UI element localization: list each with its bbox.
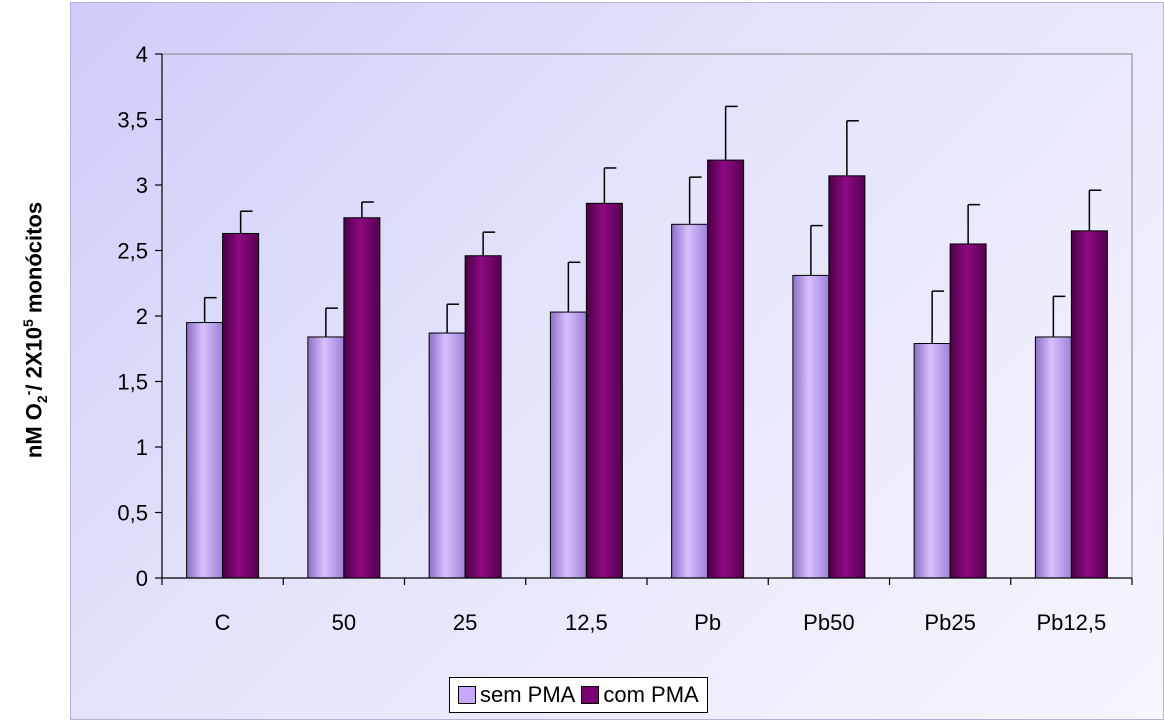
bar-com-pma-3 — [585, 202, 623, 579]
bar-com-pma-1 — [343, 217, 381, 579]
bar-com-pma-5 — [828, 175, 866, 579]
bar-com-pma-6 — [949, 243, 987, 579]
legend: sem PMA com PMA — [449, 677, 708, 713]
bar-com-pma-0 — [222, 232, 260, 579]
bar-sem-pma-1 — [307, 336, 345, 579]
bar-sem-pma-3 — [549, 311, 587, 579]
y-tick-label-3: 1,5 — [117, 370, 148, 395]
x-tick-label-2: 25 — [453, 610, 477, 635]
legend-swatch-com-pma — [581, 686, 600, 704]
bar-com-pma-7 — [1070, 230, 1108, 579]
bar-com-pma-2 — [464, 255, 502, 579]
legend-label-com-pma: com PMA — [603, 682, 699, 707]
x-tick-label-5: Pb50 — [803, 610, 854, 635]
y-tick-label-6: 3 — [136, 173, 148, 198]
legend-item-com-pma: com PMA — [581, 682, 699, 708]
y-tick-label-7: 3,5 — [117, 108, 148, 133]
legend-swatch-sem-pma — [458, 686, 476, 704]
y-tick-label-4: 2 — [136, 304, 148, 329]
legend-item-sem-pma: sem PMA — [458, 682, 575, 708]
y-tick-label-1: 0,5 — [117, 501, 148, 526]
bar-com-pma-4 — [707, 159, 745, 579]
y-tick-label-2: 1 — [136, 435, 148, 460]
x-tick-label-0: C — [215, 610, 231, 635]
bar-sem-pma-5 — [792, 274, 830, 579]
x-tick-label-6: Pb25 — [924, 610, 975, 635]
bar-sem-pma-6 — [913, 343, 951, 579]
bar-sem-pma-0 — [186, 322, 224, 579]
bar-sem-pma-2 — [428, 332, 466, 579]
bar-sem-pma-7 — [1034, 336, 1072, 579]
y-tick-label-0: 0 — [136, 566, 148, 591]
y-tick-label-8: 4 — [136, 42, 148, 67]
x-tick-label-7: Pb12,5 — [1037, 610, 1107, 635]
bar-sem-pma-4 — [671, 223, 709, 579]
y-tick-label-5: 2,5 — [117, 239, 148, 264]
x-tick-label-3: 12,5 — [565, 610, 608, 635]
x-tick-label-4: Pb — [694, 610, 721, 635]
x-tick-label-1: 50 — [332, 610, 356, 635]
legend-label-sem-pma: sem PMA — [480, 682, 576, 707]
